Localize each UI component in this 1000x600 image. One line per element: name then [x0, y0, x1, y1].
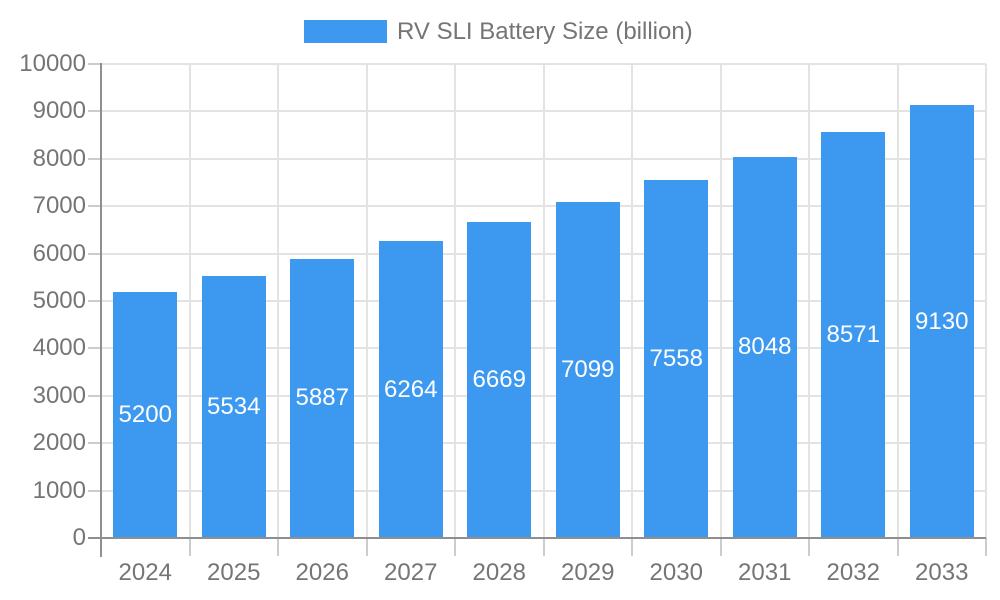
- bar-2026: [290, 258, 355, 538]
- x-axis-label: 2028: [472, 559, 526, 586]
- x-axis-tick: [365, 538, 368, 556]
- bar-2025: [201, 275, 266, 538]
- y-axis-label: 7000: [32, 192, 86, 220]
- bar-2024: [113, 291, 178, 538]
- y-axis-tick: [88, 157, 101, 160]
- x-axis-tick: [188, 538, 191, 556]
- bar-2029: [555, 201, 620, 538]
- bar-value-label: 8571: [826, 320, 880, 348]
- bar-value-label: 5887: [295, 384, 349, 412]
- bar-value-label: 5534: [207, 392, 261, 420]
- y-axis-label: 0: [72, 524, 86, 551]
- y-axis-label: 4000: [32, 334, 86, 362]
- y-axis-label: 1000: [32, 476, 86, 504]
- gridline-vertical: [188, 64, 191, 538]
- x-axis-label: 2029: [561, 559, 615, 586]
- x-axis-tick: [719, 538, 722, 556]
- y-axis-label: 10000: [19, 50, 86, 77]
- gridline-vertical: [719, 64, 722, 538]
- bar-2028: [467, 221, 532, 538]
- bar-value-label: 9130: [915, 307, 969, 335]
- bar-2030: [644, 179, 709, 538]
- legend-label: RV SLI Battery Size (billion): [397, 18, 693, 45]
- gridline-vertical: [277, 64, 279, 538]
- x-axis-label: 2024: [118, 559, 172, 586]
- bar-value-label: 6669: [472, 365, 526, 393]
- bar-2033: [909, 105, 974, 538]
- gridline-vertical: [896, 64, 899, 538]
- legend-color-swatch: [304, 20, 387, 43]
- bar-value-label: 8048: [738, 333, 792, 361]
- x-axis-label: 2030: [649, 559, 703, 586]
- bar-2032: [821, 131, 886, 538]
- x-axis-tick: [985, 538, 987, 556]
- y-axis-label: 2000: [32, 429, 86, 457]
- y-axis-tick: [88, 489, 101, 492]
- y-axis-tick: [88, 442, 101, 445]
- gridline-vertical: [454, 64, 456, 538]
- y-axis-tick: [88, 252, 101, 255]
- y-axis-label: 9000: [32, 97, 86, 125]
- bar-2031: [732, 156, 797, 538]
- y-axis-tick: [88, 394, 101, 397]
- x-axis-label: 2032: [826, 559, 880, 586]
- y-axis-tick: [88, 63, 101, 65]
- gridline-vertical: [542, 64, 545, 538]
- x-axis-label: 2026: [295, 559, 349, 586]
- bar-2027: [378, 241, 443, 538]
- gridline-vertical: [985, 64, 987, 538]
- gridline-vertical: [808, 64, 810, 538]
- bar-value-label: 5200: [118, 400, 172, 428]
- x-axis-tick: [808, 538, 810, 556]
- bar-value-label: 7099: [561, 355, 615, 383]
- bar-value-label: 7558: [649, 344, 703, 372]
- y-axis-tick: [88, 110, 101, 113]
- x-axis-tick: [454, 538, 456, 556]
- y-axis-tick: [88, 205, 101, 208]
- y-axis-label: 8000: [32, 144, 86, 172]
- x-axis-label: 2031: [738, 559, 792, 586]
- y-axis-tick: [88, 347, 101, 350]
- x-axis-label: 2027: [384, 559, 438, 586]
- y-axis-label: 6000: [32, 239, 86, 267]
- x-axis-tick: [631, 538, 633, 556]
- y-axis-label: 5000: [32, 287, 86, 314]
- x-axis-tick: [896, 538, 899, 556]
- bar-value-label: 6264: [384, 375, 438, 403]
- x-axis-tick: [542, 538, 545, 556]
- gridline-vertical: [365, 64, 368, 538]
- gridline-vertical: [631, 64, 633, 538]
- x-axis-baseline: [88, 537, 986, 539]
- y-axis-label: 3000: [32, 381, 86, 409]
- x-axis-tick: [277, 538, 279, 556]
- x-axis-label: 2025: [207, 559, 261, 586]
- y-axis-tick: [88, 300, 101, 302]
- x-axis-label: 2033: [915, 559, 969, 586]
- y-axis-line: [100, 63, 102, 557]
